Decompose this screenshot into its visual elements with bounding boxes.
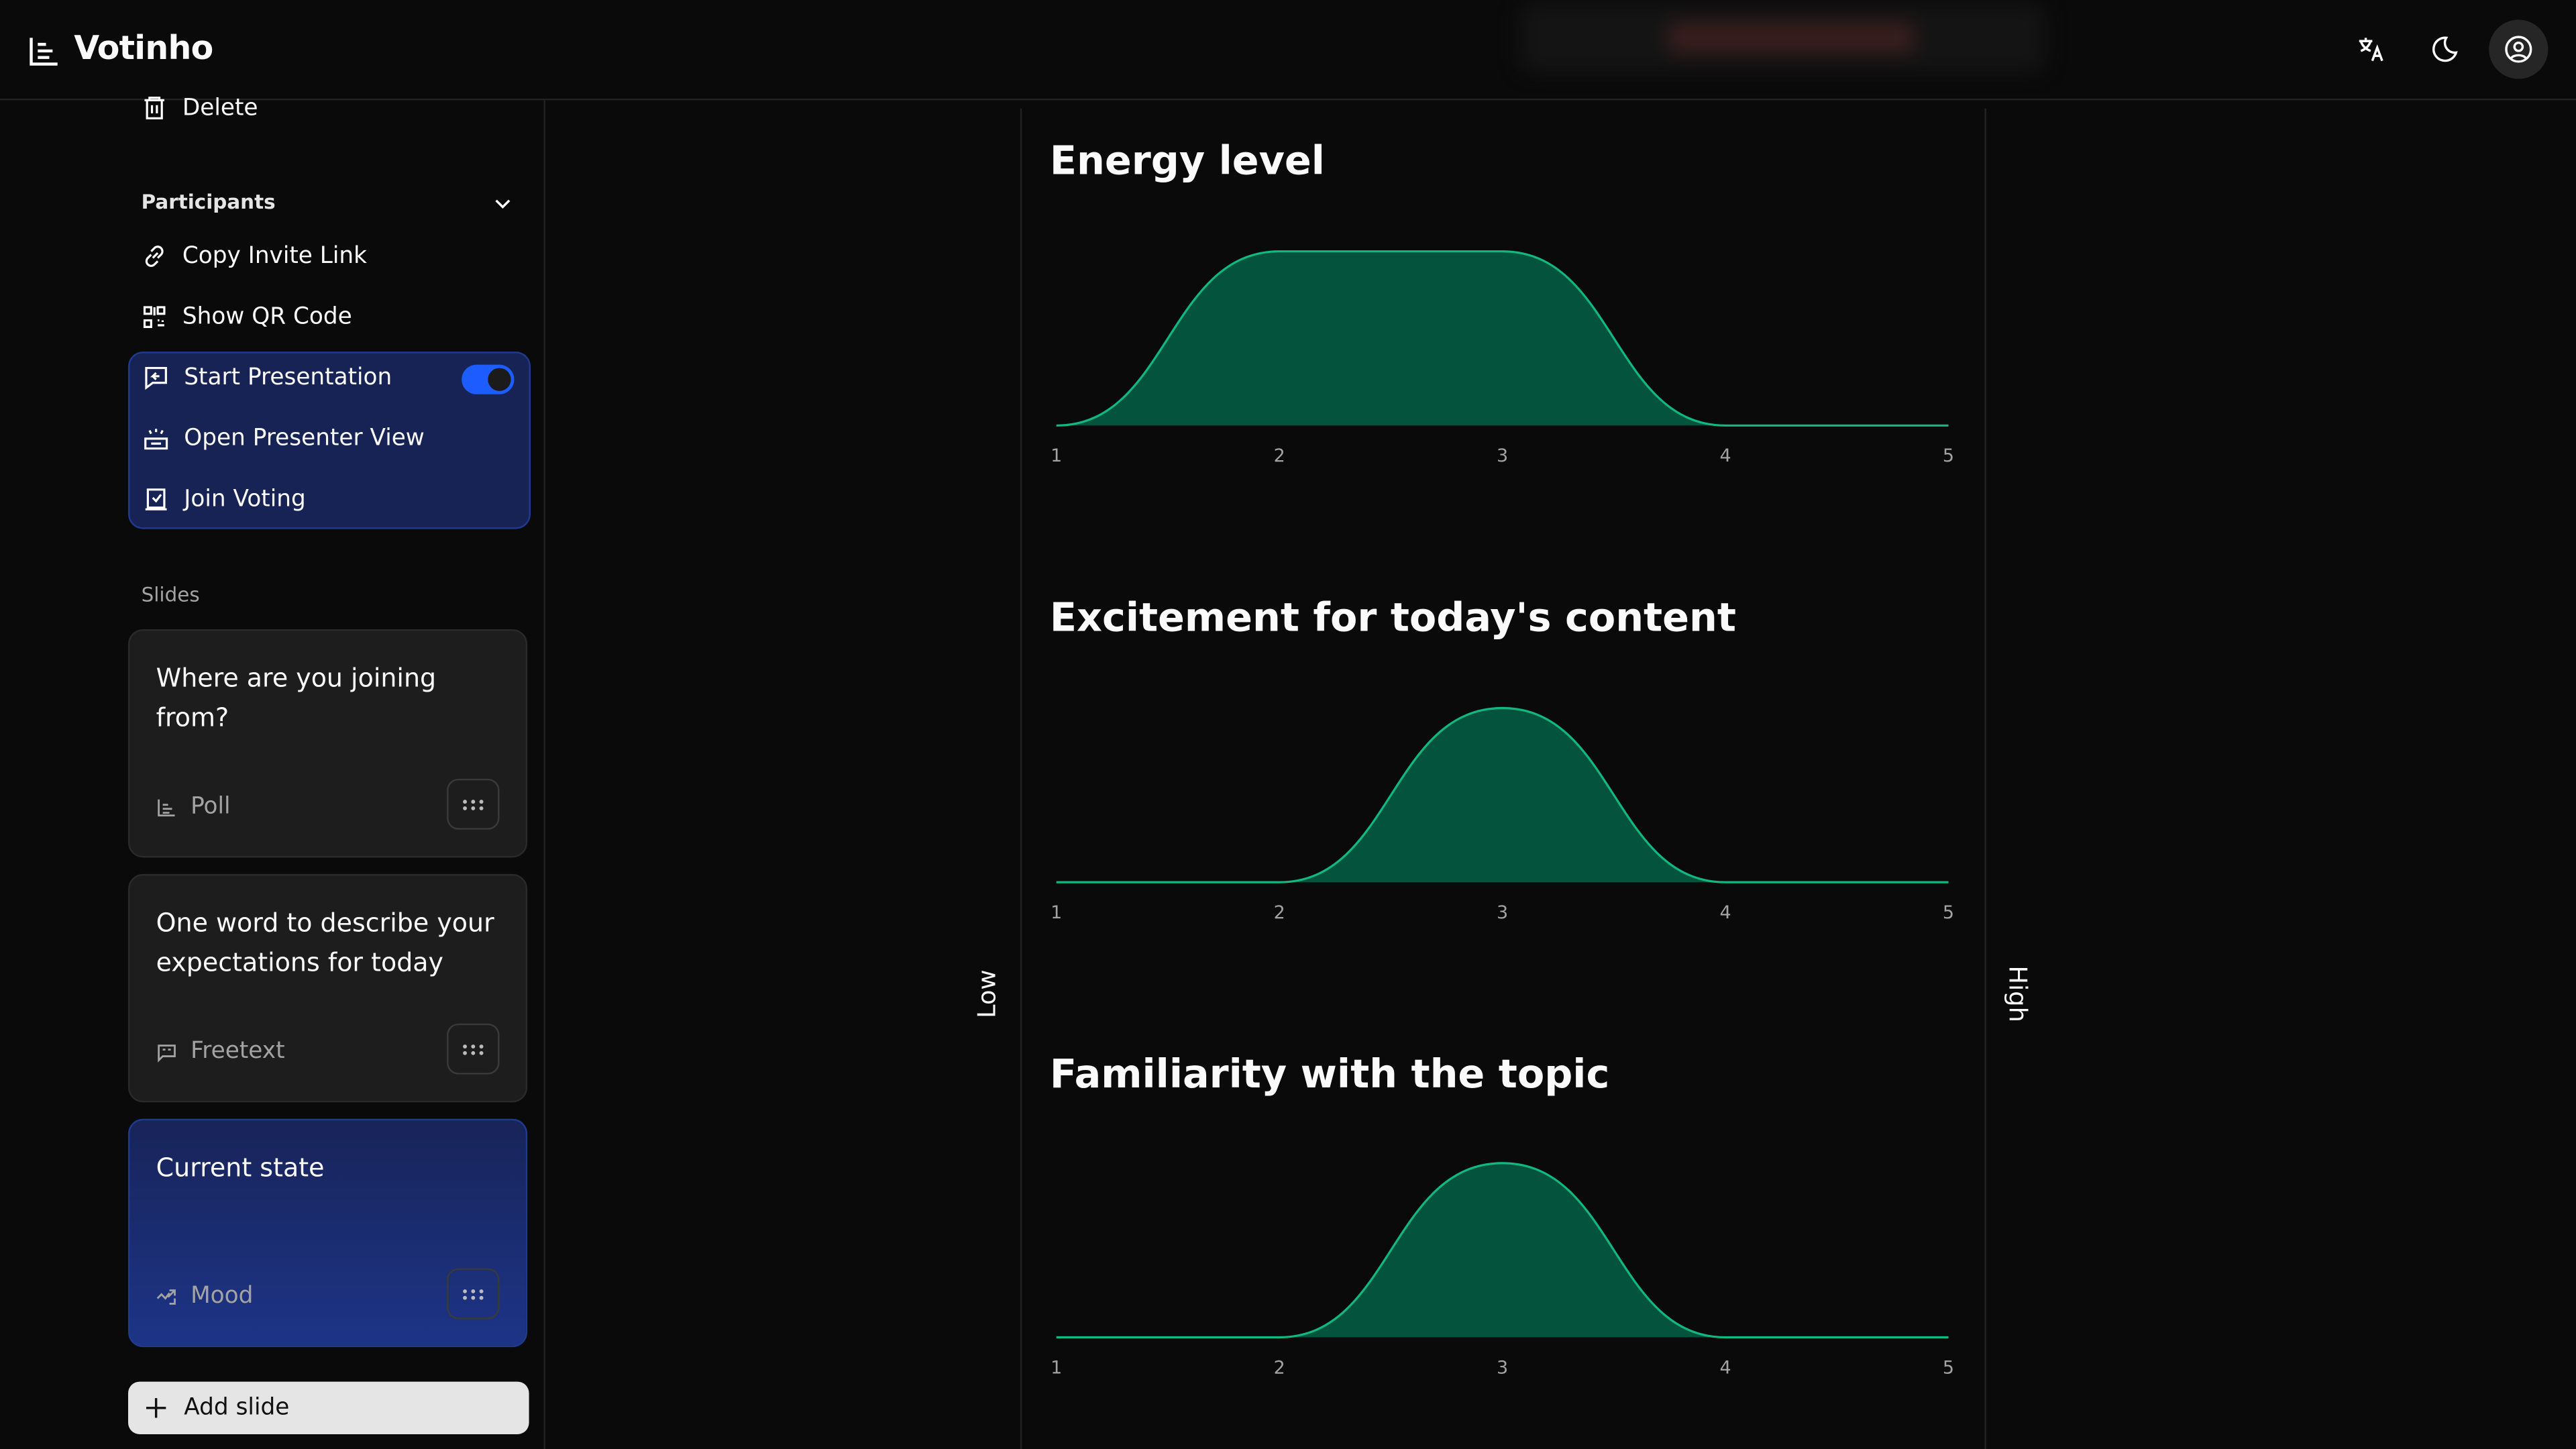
user-menu-button[interactable] xyxy=(2489,19,2548,79)
slide-card[interactable]: Where are you joining from? Poll xyxy=(128,629,528,858)
app-name[interactable]: Votinho xyxy=(74,28,213,68)
x-tick-label: 1 xyxy=(1051,1357,1062,1378)
delete-button[interactable]: Delete xyxy=(142,95,258,121)
copy-invite-link-label: Copy Invite Link xyxy=(182,243,368,270)
x-tick-label: 2 xyxy=(1274,445,1285,466)
slide-type-label: Mood xyxy=(191,1283,254,1309)
drag-handle[interactable] xyxy=(447,1023,500,1075)
mood-icon xyxy=(156,1288,176,1304)
user-circle-icon xyxy=(2505,36,2532,63)
presentation-icon xyxy=(145,366,167,390)
area-line xyxy=(1056,250,1949,427)
translate-icon[interactable] xyxy=(2341,19,2400,78)
slide-title: Current state xyxy=(156,1153,325,1183)
x-tick-label: 4 xyxy=(1719,902,1731,923)
mood-chart-familiarity: 1 2 3 4 5 xyxy=(1051,1162,1954,1378)
grip-icon xyxy=(463,1288,484,1299)
start-presentation-toggle[interactable] xyxy=(462,364,515,394)
slide-title: Where are you joining from? xyxy=(156,663,437,733)
poll-icon xyxy=(158,798,175,816)
x-tick-label: 1 xyxy=(1051,902,1062,923)
low-label: Low xyxy=(972,969,1002,1018)
mood-chart-energy: 1 2 3 4 5 xyxy=(1051,250,1954,466)
divider xyxy=(1984,108,1986,1449)
area-fill xyxy=(1056,251,1949,426)
join-voting-label: Join Voting xyxy=(184,486,306,513)
sidebar: Delete Participants Copy Invite Link Sho… xyxy=(0,95,546,1449)
area-line xyxy=(1056,1162,1949,1339)
add-slide-label: Add slide xyxy=(184,1395,290,1421)
slide-type: Freetext xyxy=(156,1038,285,1065)
trash-icon xyxy=(144,97,164,119)
copy-invite-link-button[interactable]: Copy Invite Link xyxy=(142,243,368,270)
drag-handle[interactable] xyxy=(447,1268,500,1320)
presenter-icon xyxy=(144,429,168,450)
slide-type-label: Freetext xyxy=(191,1038,285,1065)
high-label: High xyxy=(2002,965,2033,1022)
x-tick-label: 1 xyxy=(1051,445,1062,466)
delete-label: Delete xyxy=(182,95,258,122)
mood-chart-excitement: 1 2 3 4 5 xyxy=(1051,706,1954,923)
x-tick-label: 5 xyxy=(1943,1357,1954,1378)
slides-section-label: Slides xyxy=(141,583,200,606)
plus-icon xyxy=(146,1398,166,1418)
area-fill xyxy=(1056,708,1949,883)
x-tick-label: 5 xyxy=(1943,445,1954,466)
drag-handle[interactable] xyxy=(447,778,500,830)
x-tick-label: 4 xyxy=(1719,445,1731,466)
show-qr-code-label: Show QR Code xyxy=(182,304,352,331)
slide-type: Mood xyxy=(156,1283,254,1309)
notification-toast xyxy=(1519,3,2046,72)
slide-type: Poll xyxy=(156,794,231,820)
link-icon xyxy=(145,246,164,267)
grip-icon xyxy=(463,1043,484,1055)
x-tick-label: 3 xyxy=(1497,445,1508,466)
x-tick-label: 2 xyxy=(1274,1357,1285,1378)
start-presentation-label: Start Presentation xyxy=(184,364,392,391)
slide-title: One word to describe your expectations f… xyxy=(156,908,494,978)
freetext-icon xyxy=(158,1044,176,1062)
x-tick-label: 5 xyxy=(1943,902,1954,923)
show-qr-code-button[interactable]: Show QR Code xyxy=(142,304,352,330)
area-line xyxy=(1056,706,1949,883)
x-tick-label: 2 xyxy=(1274,902,1285,923)
x-tick-label: 3 xyxy=(1497,1357,1508,1378)
slide-card-active[interactable]: Current state Mood xyxy=(128,1118,528,1348)
moon-icon[interactable] xyxy=(2415,19,2474,78)
chart-title: Energy level xyxy=(1049,138,1325,184)
add-slide-button[interactable]: Add slide xyxy=(128,1381,529,1434)
x-tick-label: 3 xyxy=(1497,902,1508,923)
chart-title: Excitement for today's content xyxy=(1049,594,1736,641)
vote-icon xyxy=(145,488,167,511)
chevron-down-icon[interactable] xyxy=(493,194,513,213)
area-fill xyxy=(1056,1163,1949,1338)
chart-title: Familiarity with the topic xyxy=(1049,1051,1610,1097)
participants-section-label: Participants xyxy=(141,191,276,214)
slide-card[interactable]: One word to describe your expectations f… xyxy=(128,873,528,1103)
join-voting-button[interactable]: Join Voting xyxy=(143,486,306,513)
x-tick-label: 4 xyxy=(1719,1357,1731,1378)
grip-icon xyxy=(463,798,484,810)
start-presentation-item[interactable]: Start Presentation xyxy=(143,365,392,391)
open-presenter-view-label: Open Presenter View xyxy=(184,425,425,452)
top-bar: Votinho xyxy=(0,0,2576,101)
qr-code-icon xyxy=(143,306,166,328)
divider xyxy=(1020,108,1022,1449)
open-presenter-view-button[interactable]: Open Presenter View xyxy=(143,425,425,451)
bar-chart-icon xyxy=(30,38,58,66)
slide-type-label: Poll xyxy=(191,793,231,820)
